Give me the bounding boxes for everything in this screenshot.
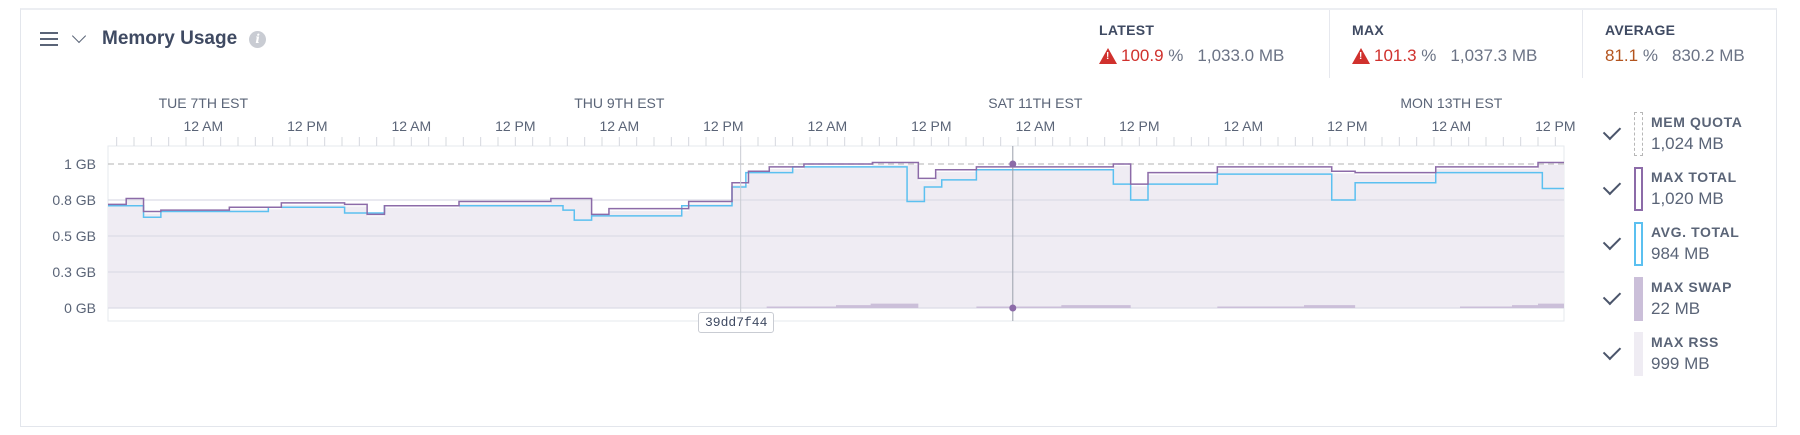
stat-label: AVERAGE bbox=[1605, 22, 1676, 38]
stat-unit: % bbox=[1642, 46, 1658, 65]
legend-item-max-rss[interactable]: MAX RSS 999 MB bbox=[1600, 332, 1719, 376]
divider bbox=[1329, 10, 1330, 78]
divider bbox=[1582, 10, 1583, 78]
check-icon[interactable] bbox=[1602, 121, 1622, 141]
hour-label: 12 AM bbox=[1015, 118, 1055, 134]
legend-item-avg-total[interactable]: AVG. TOTAL 984 MB bbox=[1600, 222, 1739, 266]
legend-item-max-total[interactable]: MAX TOTAL 1,020 MB bbox=[1600, 167, 1737, 211]
hover-point bbox=[1009, 304, 1017, 312]
hour-label: 12 PM bbox=[911, 118, 951, 134]
legend-value: 1,024 MB bbox=[1651, 134, 1724, 153]
panel-header: Memory Usage i bbox=[40, 28, 267, 50]
hover-point bbox=[1009, 160, 1017, 168]
check-icon[interactable] bbox=[1602, 286, 1622, 306]
stat-mb: 1,037.3 MB bbox=[1450, 46, 1538, 65]
hour-label: 12 PM bbox=[703, 118, 743, 134]
legend-name: MEM QUOTA bbox=[1651, 114, 1743, 130]
stat-max: MAX ! 101.3 % 1,037.3 MB bbox=[1352, 22, 1537, 66]
y-tick-label: 0 GB bbox=[64, 300, 96, 316]
legend-swatch bbox=[1634, 332, 1643, 376]
legend-name: MAX TOTAL bbox=[1651, 169, 1737, 185]
hour-label: 12 AM bbox=[1223, 118, 1263, 134]
stat-percent: 100.9 bbox=[1121, 46, 1164, 65]
y-tick-label: 0.5 GB bbox=[52, 228, 96, 244]
stat-label: LATEST bbox=[1099, 22, 1155, 38]
panel-title: Memory Usage bbox=[102, 28, 238, 49]
legend-swatch bbox=[1634, 167, 1643, 211]
y-tick-label: 1 GB bbox=[64, 156, 96, 172]
hour-label: 12 PM bbox=[1535, 118, 1575, 134]
legend-value: 999 MB bbox=[1651, 354, 1710, 373]
legend-name: AVG. TOTAL bbox=[1651, 224, 1740, 240]
stat-unit: % bbox=[1168, 46, 1184, 65]
stat-unit: % bbox=[1421, 46, 1437, 65]
stat-average: AVERAGE 81.1 % 830.2 MB bbox=[1605, 22, 1745, 66]
stat-percent: 101.3 bbox=[1374, 46, 1417, 65]
y-tick-label: 0.8 GB bbox=[52, 192, 96, 208]
hour-label: 12 AM bbox=[391, 118, 431, 134]
legend-swatch bbox=[1634, 277, 1643, 321]
stat-latest: LATEST ! 100.9 % 1,033.0 MB bbox=[1099, 22, 1284, 66]
stat-label: MAX bbox=[1352, 22, 1385, 38]
check-icon[interactable] bbox=[1602, 341, 1622, 361]
deploy-marker-label[interactable]: 39dd7f44 bbox=[698, 312, 775, 333]
legend-name: MAX RSS bbox=[1651, 334, 1719, 350]
max-swap-area bbox=[108, 303, 1564, 308]
warning-icon: ! bbox=[1352, 48, 1370, 64]
stat-mb: 830.2 MB bbox=[1671, 46, 1745, 65]
legend-swatch bbox=[1634, 222, 1643, 266]
hour-label: 12 PM bbox=[1327, 118, 1367, 134]
max-total-line bbox=[108, 161, 1564, 216]
check-icon[interactable] bbox=[1602, 176, 1622, 196]
day-label: MON 13TH EST bbox=[1400, 95, 1502, 111]
legend-item-max-swap[interactable]: MAX SWAP 22 MB bbox=[1600, 277, 1732, 321]
drag-handle-icon[interactable] bbox=[40, 32, 58, 46]
info-icon[interactable]: i bbox=[249, 30, 267, 48]
hour-label: 12 PM bbox=[1119, 118, 1159, 134]
legend-name: MAX SWAP bbox=[1651, 279, 1733, 295]
legend-value: 1,020 MB bbox=[1651, 189, 1724, 208]
hour-label: 12 AM bbox=[599, 118, 639, 134]
day-label: SAT 11TH EST bbox=[988, 95, 1083, 111]
hour-label: 12 PM bbox=[287, 118, 327, 134]
day-label: THU 9TH EST bbox=[574, 95, 665, 111]
legend-swatch bbox=[1634, 112, 1643, 156]
stat-mb: 1,033.0 MB bbox=[1197, 46, 1285, 65]
stat-percent: 81.1 bbox=[1605, 46, 1639, 65]
check-icon[interactable] bbox=[1602, 231, 1622, 251]
hour-label: 12 AM bbox=[183, 118, 223, 134]
legend-value: 22 MB bbox=[1651, 299, 1701, 318]
day-label: TUE 7TH EST bbox=[159, 95, 249, 111]
memory-usage-panel bbox=[20, 8, 1777, 427]
hour-label: 12 AM bbox=[807, 118, 847, 134]
warning-icon: ! bbox=[1099, 48, 1117, 64]
legend-item-mem-quota[interactable]: MEM QUOTA 1,024 MB bbox=[1600, 112, 1742, 156]
hour-label: 12 PM bbox=[495, 118, 535, 134]
avg-total-line bbox=[108, 166, 1564, 221]
hour-label: 12 AM bbox=[1431, 118, 1471, 134]
y-tick-label: 0.3 GB bbox=[52, 264, 96, 280]
legend-value: 984 MB bbox=[1651, 244, 1710, 263]
